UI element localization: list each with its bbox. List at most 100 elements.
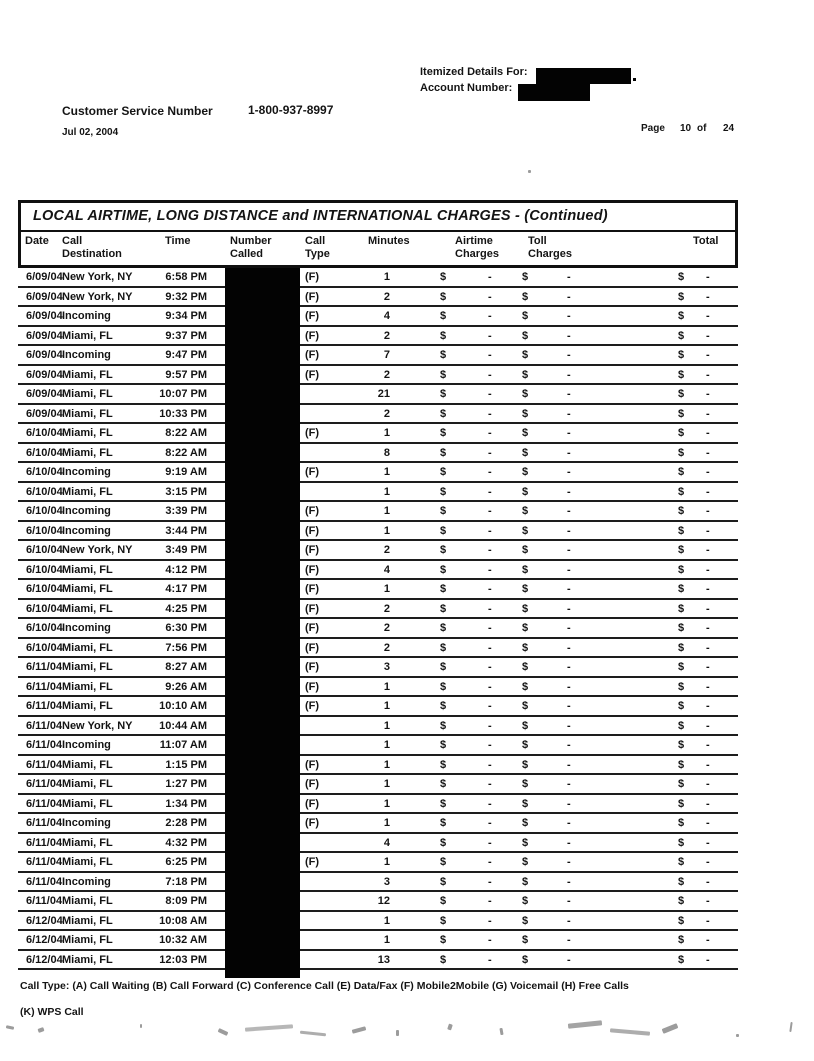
cell-total-currency: $ [678, 329, 685, 342]
scan-noise [217, 1028, 229, 1036]
cell-toll-amount: - [567, 680, 571, 693]
table-row: 6/09/04 Miami, FL 9:57 PM (F) 2 $ - $ - … [18, 366, 738, 385]
table-row: 6/10/04 Miami, FL 4:17 PM (F) 1 $ - $ - … [18, 580, 738, 600]
cell-total-currency: $ [678, 622, 685, 634]
cell-airtime-amount: - [488, 290, 492, 303]
cell-toll-currency: $ [522, 583, 529, 595]
cell-destination: Miami, FL [62, 407, 113, 420]
cell-total-amount: - [706, 622, 710, 634]
cell-date: 6/12/04 [26, 934, 63, 946]
cell-airtime-amount: - [488, 641, 492, 654]
cell-destination: Miami, FL [62, 934, 113, 946]
cell-time: 9:57 PM [165, 368, 207, 381]
cell-time: 1:15 PM [165, 758, 207, 771]
cell-airtime-currency: $ [440, 602, 447, 615]
cell-airtime-amount: - [488, 563, 492, 576]
cell-total-currency: $ [678, 661, 685, 673]
cell-time: 9:19 AM [165, 466, 207, 478]
cell-date: 6/10/04 [26, 427, 63, 439]
redacted-name-bar [536, 68, 631, 84]
table-row: 6/12/04 Miami, FL 12:03 PM 13 $ - $ - $ … [18, 951, 738, 970]
cell-minutes: 2 [383, 544, 390, 556]
scan-noise [140, 1024, 142, 1028]
table-row: 6/11/04 Incoming 7:18 PM 3 $ - $ - $ - [18, 873, 738, 892]
cell-airtime-currency: $ [440, 895, 447, 907]
cell-toll-amount: - [567, 797, 571, 810]
cell-date: 6/09/04 [26, 407, 63, 420]
cell-toll-currency: $ [522, 797, 529, 810]
cell-toll-amount: - [567, 524, 571, 537]
page-of-label: of [697, 123, 707, 134]
cell-call-type: (F) [305, 661, 320, 673]
cell-total-currency: $ [678, 875, 685, 888]
account-number-label: Account Number: [420, 82, 513, 94]
cell-airtime-amount: - [488, 856, 492, 868]
col-header-total: Total [693, 235, 719, 247]
cell-minutes: 1 [383, 583, 390, 595]
cell-airtime-currency: $ [440, 856, 447, 868]
cell-date: 6/11/04 [26, 719, 63, 732]
scan-noise [37, 1027, 45, 1033]
table-row: 6/11/04 Miami, FL 1:15 PM (F) 1 $ - $ - … [18, 756, 738, 775]
cell-total-currency: $ [678, 680, 685, 693]
cell-time: 6:30 PM [165, 622, 207, 634]
cell-toll-amount: - [567, 290, 571, 303]
cell-time: 3:49 PM [165, 544, 207, 556]
table-row: 6/10/04 Incoming 3:44 PM (F) 1 $ - $ - $… [18, 522, 738, 541]
cell-time: 9:37 PM [165, 329, 207, 342]
cell-toll-amount: - [567, 427, 571, 439]
cell-call-type: (F) [305, 310, 320, 322]
cell-airtime-amount: - [488, 349, 492, 361]
cell-call-type: (F) [305, 329, 320, 342]
cell-total-currency: $ [678, 466, 685, 478]
table-row: 6/11/04 Incoming 2:28 PM (F) 1 $ - $ - $… [18, 814, 738, 834]
cell-airtime-amount: - [488, 602, 492, 615]
cell-toll-currency: $ [522, 739, 529, 751]
cell-minutes: 1 [383, 719, 390, 732]
cell-destination: Miami, FL [62, 953, 113, 966]
cell-toll-currency: $ [522, 388, 529, 400]
cell-date: 6/11/04 [26, 778, 63, 790]
call-type-legend: Call Type: (A) Call Waiting (B) Call For… [20, 980, 629, 992]
table-row: 6/11/04 Miami, FL 8:09 PM 12 $ - $ - $ - [18, 892, 738, 912]
cell-total-currency: $ [678, 856, 685, 868]
cell-toll-currency: $ [522, 485, 529, 498]
cell-minutes: 4 [383, 836, 390, 849]
cell-airtime-amount: - [488, 680, 492, 693]
cell-minutes: 8 [383, 446, 390, 459]
cell-minutes: 21 [377, 388, 390, 400]
cell-toll-amount: - [567, 329, 571, 342]
cell-time: 7:18 PM [165, 875, 207, 888]
cell-airtime-currency: $ [440, 641, 447, 654]
cell-destination: Miami, FL [62, 914, 113, 927]
cell-destination: Incoming [62, 622, 111, 634]
cell-toll-currency: $ [522, 836, 529, 849]
cell-date: 6/10/04 [26, 622, 63, 634]
cell-airtime-amount: - [488, 446, 492, 459]
cell-minutes: 2 [383, 622, 390, 634]
cell-total-amount: - [706, 661, 710, 673]
cell-date: 6/09/04 [26, 271, 63, 283]
scan-noise [447, 1023, 453, 1031]
cell-call-type: (F) [305, 797, 320, 810]
table-row: 6/10/04 Miami, FL 8:22 AM 8 $ - $ - $ - [18, 444, 738, 463]
scan-noise [351, 1026, 367, 1034]
col-header-toll-charges: Toll Charges [528, 235, 573, 260]
scan-noise [661, 1023, 679, 1034]
table-row: 6/10/04 Miami, FL 3:15 PM 1 $ - $ - $ - [18, 483, 738, 502]
cell-total-currency: $ [678, 310, 685, 322]
cell-total-amount: - [706, 817, 710, 829]
cell-call-type: (F) [305, 778, 320, 790]
cell-airtime-amount: - [488, 524, 492, 537]
table-row: 6/11/04 Miami, FL 8:27 AM (F) 3 $ - $ - … [18, 658, 738, 678]
cell-date: 6/09/04 [26, 349, 63, 361]
cell-total-amount: - [706, 544, 710, 556]
cell-airtime-currency: $ [440, 446, 447, 459]
cell-call-type: (F) [305, 817, 320, 829]
table-row: 6/11/04 Miami, FL 4:32 PM 4 $ - $ - $ - [18, 834, 738, 853]
cell-time: 2:28 PM [165, 817, 207, 829]
scan-noise [609, 1028, 651, 1036]
cell-total-currency: $ [678, 953, 685, 966]
cell-time: 8:09 PM [165, 895, 207, 907]
